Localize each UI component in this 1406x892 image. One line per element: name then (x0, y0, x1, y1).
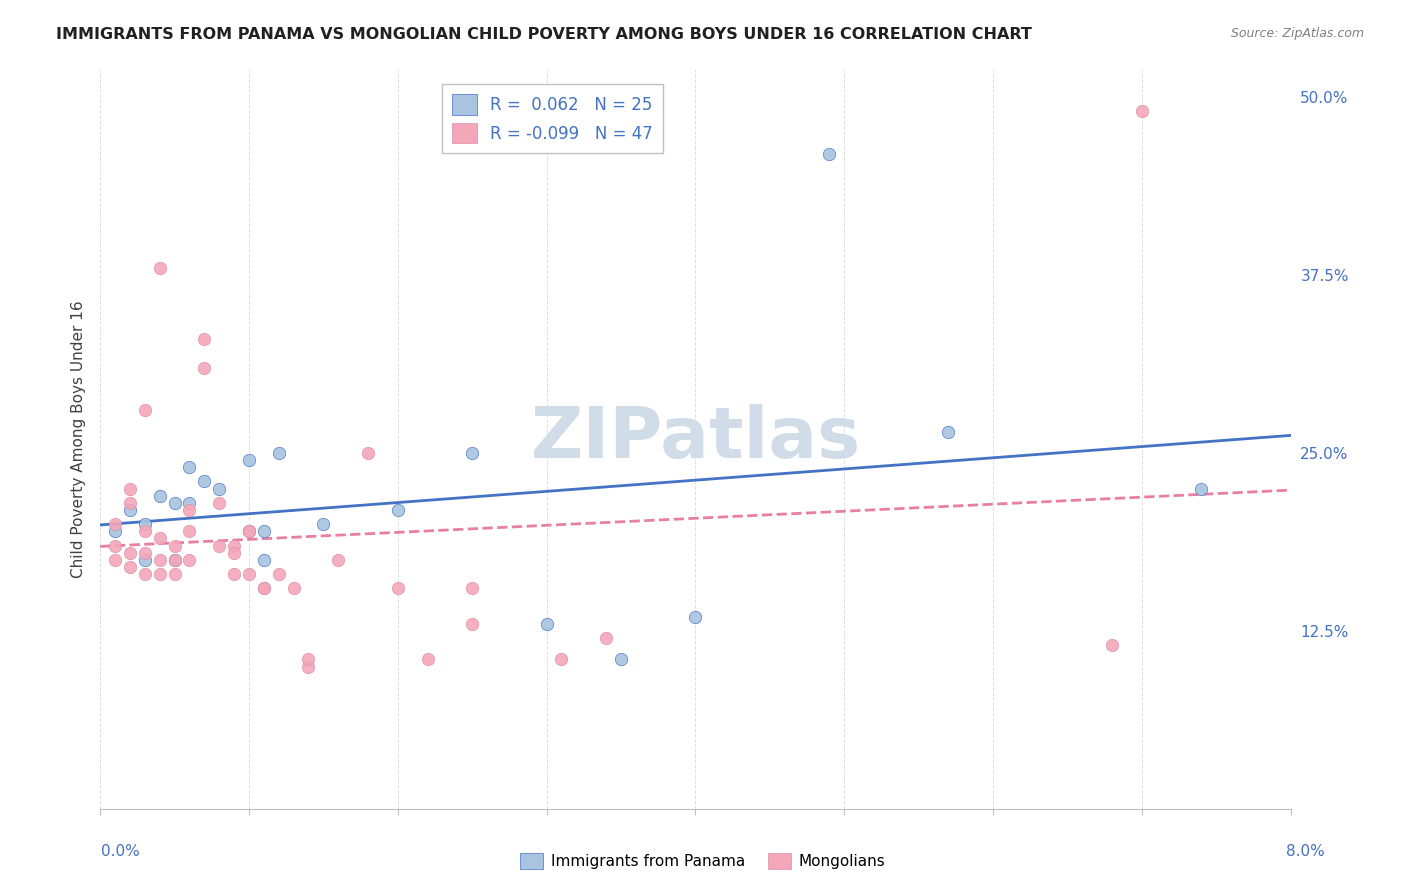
Point (595, 631, 617, 645)
Text: ZIPatlas: ZIPatlas (530, 404, 860, 474)
Point (297, 652, 319, 666)
Point (193, 475, 215, 489)
Point (118, 560, 141, 574)
Point (328, 553, 350, 567)
Point (179, 460, 201, 475)
Point (179, 524, 201, 539)
Point (267, 446, 290, 460)
Point (104, 539, 127, 553)
Point (134, 553, 156, 567)
Point (134, 403, 156, 417)
Point (149, 567, 172, 582)
Point (208, 482, 231, 496)
Point (222, 539, 245, 553)
Point (149, 260, 172, 275)
Point (134, 546, 156, 560)
Point (193, 332, 215, 346)
Point (179, 553, 201, 567)
Y-axis label: Child Poverty Among Boys Under 16: Child Poverty Among Boys Under 16 (72, 300, 86, 578)
Point (297, 659, 319, 673)
Point (163, 553, 186, 567)
Point (610, 652, 633, 666)
Text: Source: ZipAtlas.com: Source: ZipAtlas.com (1230, 27, 1364, 40)
Point (818, 147, 841, 161)
Point (222, 567, 245, 582)
Legend: R =  0.062   N = 25, R = -0.099   N = 47: R = 0.062 N = 25, R = -0.099 N = 47 (441, 84, 664, 153)
Point (253, 582, 276, 596)
Point (253, 582, 276, 596)
Point (312, 517, 335, 532)
Point (238, 453, 260, 467)
Point (149, 532, 172, 546)
Point (163, 553, 186, 567)
Point (550, 652, 572, 666)
Point (134, 567, 156, 582)
Point (222, 546, 245, 560)
Point (134, 524, 156, 539)
Point (461, 616, 484, 631)
Point (179, 503, 201, 517)
Point (387, 503, 409, 517)
Point (416, 652, 439, 666)
Text: IMMIGRANTS FROM PANAMA VS MONGOLIAN CHILD POVERTY AMONG BOYS UNDER 16 CORRELATIO: IMMIGRANTS FROM PANAMA VS MONGOLIAN CHIL… (56, 27, 1032, 42)
Point (208, 496, 231, 510)
Point (461, 582, 484, 596)
Point (1130, 104, 1153, 119)
Point (118, 482, 141, 496)
Point (1101, 638, 1123, 652)
Point (118, 496, 141, 510)
Point (238, 524, 260, 539)
Point (163, 539, 186, 553)
Point (238, 567, 260, 582)
Point (238, 524, 260, 539)
Point (104, 553, 127, 567)
Point (134, 517, 156, 532)
Point (253, 553, 276, 567)
Point (179, 496, 201, 510)
Point (283, 582, 305, 596)
Point (104, 524, 127, 539)
Text: 0.0%: 0.0% (101, 845, 141, 859)
Text: 8.0%: 8.0% (1285, 845, 1324, 859)
Point (357, 446, 380, 460)
Point (387, 582, 409, 596)
Point (104, 517, 127, 532)
Point (267, 567, 290, 582)
Point (149, 489, 172, 503)
Point (461, 446, 484, 460)
Point (208, 539, 231, 553)
Point (118, 546, 141, 560)
Point (238, 524, 260, 539)
Point (253, 524, 276, 539)
Legend: Immigrants from Panama, Mongolians: Immigrants from Panama, Mongolians (515, 847, 891, 875)
Point (118, 503, 141, 517)
Point (149, 553, 172, 567)
Point (193, 360, 215, 375)
Point (163, 567, 186, 582)
Point (163, 496, 186, 510)
Point (685, 609, 707, 624)
Point (1189, 482, 1212, 496)
Point (536, 616, 558, 631)
Point (936, 425, 959, 439)
